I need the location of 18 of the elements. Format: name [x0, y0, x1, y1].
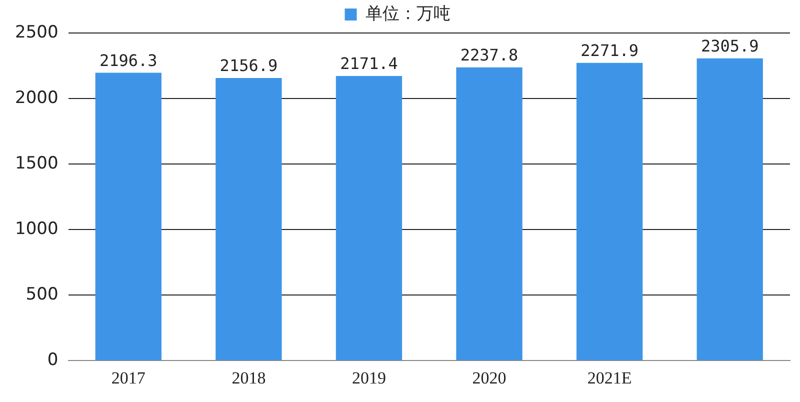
- x-tick-label: 2020: [472, 368, 506, 388]
- y-tick-label: 2500: [15, 22, 58, 42]
- x-tick-label: 2021E: [587, 368, 632, 388]
- x-tick-label: 2018: [232, 368, 266, 388]
- y-tick-label: 0: [47, 350, 58, 370]
- y-tick-label: 2000: [15, 88, 58, 108]
- x-tick-label: 2019: [352, 368, 386, 388]
- x-tick-label: 2017: [111, 368, 146, 388]
- data-label: 2271.9: [580, 41, 638, 60]
- data-label: 2196.3: [100, 50, 158, 70]
- data-label: 2305.9: [700, 36, 759, 56]
- legend-label: 单位：万吨: [365, 4, 450, 24]
- data-label: 2156.9: [220, 56, 278, 76]
- data-label: 2237.8: [460, 46, 518, 65]
- y-tick-label: 500: [26, 284, 58, 304]
- y-tick-label: 1000: [15, 218, 58, 239]
- data-label: 2171.4: [340, 54, 398, 74]
- y-tick-label: 1500: [15, 153, 58, 174]
